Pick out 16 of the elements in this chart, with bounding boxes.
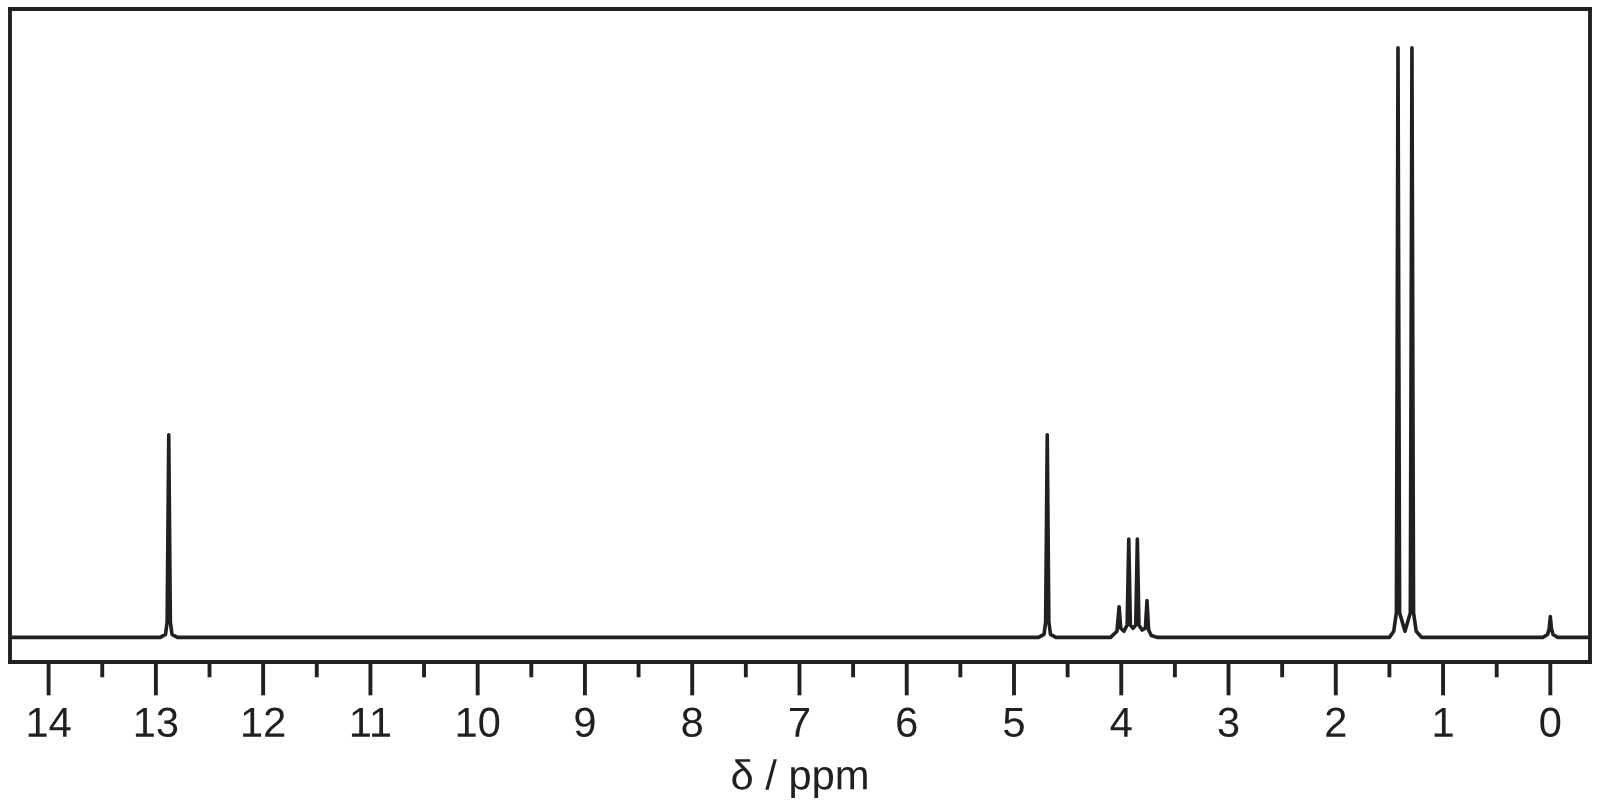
x-tick-label: 7 (790, 707, 809, 737)
x-tick-label: 5 (1004, 707, 1024, 738)
x-tick-label: 9 (575, 707, 595, 738)
x-tick-label: 0 (1540, 707, 1561, 738)
x-tick-label: 11 (351, 707, 391, 737)
x-tick-label: 12 (243, 707, 285, 737)
x-tick-label: 10 (457, 707, 500, 738)
x-tick-label: 13 (135, 707, 178, 738)
x-tick-label: 8 (682, 707, 702, 738)
x-tick-label: 1 (1434, 707, 1453, 737)
x-tick-label: 6 (897, 707, 917, 738)
x-tick-label: 4 (1110, 707, 1132, 737)
x-tick-label: 3 (1218, 707, 1239, 738)
x-tick-label: 14 (28, 707, 71, 737)
x-tick-label: 2 (1326, 707, 1346, 737)
x-axis-title: δ / ppm (732, 759, 867, 799)
